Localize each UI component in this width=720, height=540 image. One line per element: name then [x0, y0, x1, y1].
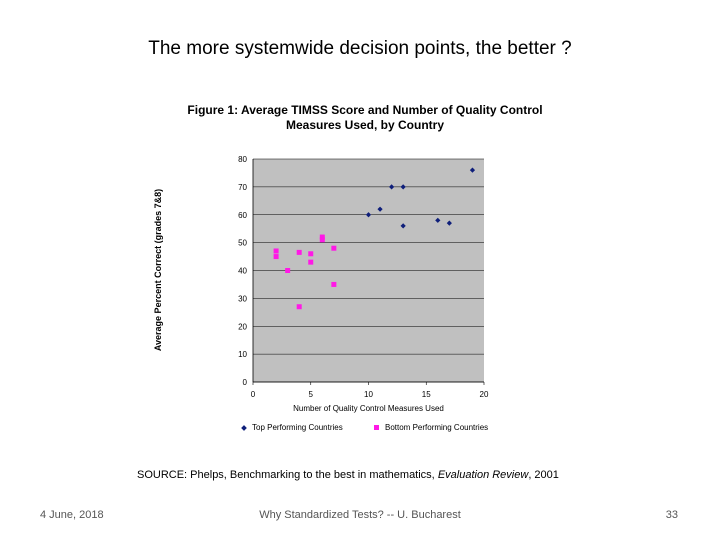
x-tick-label: 0 — [251, 390, 256, 399]
x-tick-label: 5 — [309, 390, 314, 399]
x-tick-label: 10 — [364, 390, 373, 399]
top-country-point — [446, 220, 452, 226]
bottom-country-point — [308, 251, 314, 257]
bottom-country-point — [319, 234, 325, 240]
source-citation: SOURCE: Phelps, Benchmarking to the best… — [137, 469, 559, 481]
y-tick-label: 40 — [238, 267, 247, 276]
bottom-country-point — [296, 304, 302, 310]
source-journal: Evaluation Review — [437, 469, 529, 481]
legend-diamond-marker — [241, 425, 247, 431]
source-suffix: , 2001 — [528, 469, 559, 481]
x-tick-label: 20 — [480, 390, 489, 399]
source-prefix: SOURCE: Phelps, Benchmarking to the best… — [137, 469, 438, 481]
bottom-country-point — [285, 268, 291, 273]
y-tick-label: 30 — [238, 294, 247, 303]
bottom-country-point — [296, 249, 302, 255]
bottom-country-point — [319, 237, 325, 243]
top-country-point — [389, 184, 395, 190]
y-tick-label: 0 — [243, 378, 248, 387]
bottom-country-point — [273, 254, 279, 260]
top-country-point — [400, 223, 406, 229]
top-country-point — [365, 212, 372, 218]
legend-top-label: Top Performing Countries — [252, 423, 343, 432]
legend-bottom-performing: Bottom Performing Countries — [374, 423, 488, 432]
chart-title-line2: Measures Used, by Country — [285, 118, 445, 132]
chart-title-line1: Figure 1: Average TIMSS Score and Number… — [187, 103, 543, 117]
footer-center-text: Why Standardized Tests? -- U. Bucharest — [259, 509, 461, 521]
top-country-point — [400, 184, 406, 190]
y-tick-label: 20 — [238, 322, 247, 331]
bottom-country-point — [331, 245, 337, 251]
legend-top-performing: Top Performing Countries — [241, 423, 343, 432]
slide-title: The more systemwide decision points, the… — [148, 38, 572, 59]
page-number: 33 — [665, 509, 678, 521]
bottom-country-point — [308, 259, 314, 265]
bottom-country-point — [331, 281, 337, 287]
x-axis-label: Number of Quality Control Measures Used — [293, 404, 444, 413]
top-country-point — [469, 167, 476, 173]
footer-date: 4 June, 2018 — [40, 509, 104, 521]
y-tick-label: 80 — [238, 155, 247, 164]
legend-square-marker — [374, 425, 379, 431]
y-tick-label: 50 — [238, 239, 247, 248]
y-tick-label: 60 — [238, 211, 247, 220]
top-country-point — [377, 206, 383, 212]
y-tick-label: 70 — [238, 183, 247, 192]
legend-bottom-label: Bottom Performing Countries — [385, 423, 489, 432]
chart-title: Figure 1: Average TIMSS Score and Number… — [160, 103, 570, 133]
x-tick-label: 15 — [422, 390, 431, 399]
top-country-point — [435, 217, 441, 223]
y-tick-label: 10 — [238, 350, 247, 359]
bottom-country-point — [273, 248, 279, 254]
